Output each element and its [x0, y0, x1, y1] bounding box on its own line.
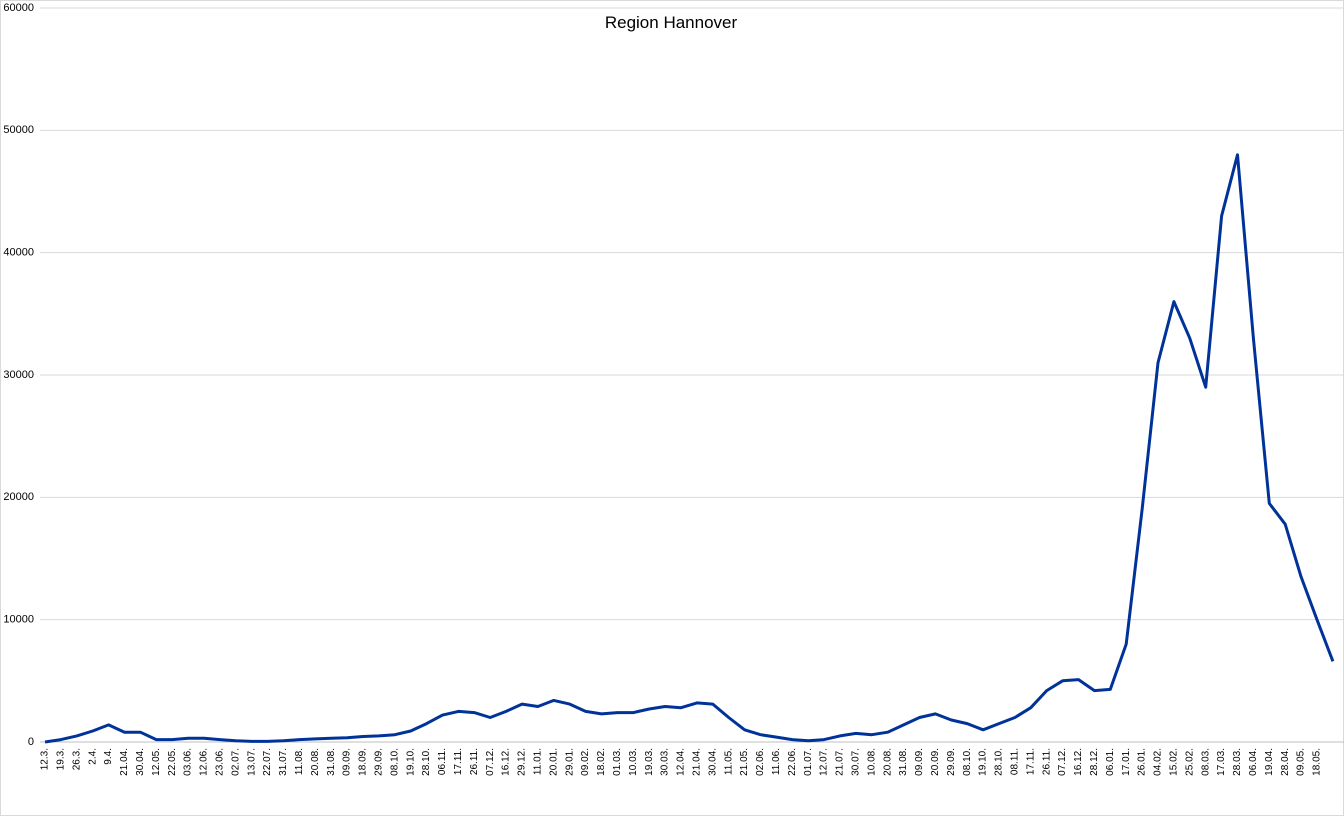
x-tick-label: 03.06. — [183, 748, 194, 776]
x-tick-label: 11.08. — [294, 748, 305, 775]
x-tick-label: 02.07. — [230, 748, 241, 776]
x-tick-label: 16.12. — [1073, 748, 1084, 776]
x-tick-label: 29.01. — [564, 748, 575, 776]
x-tick-label: 17.11. — [453, 748, 464, 775]
x-tick-label: 31.07. — [278, 748, 289, 776]
x-tick-label: 19.3. — [56, 748, 67, 770]
x-tick-label: 01.07. — [803, 748, 814, 776]
x-tick-label: 30.03. — [660, 748, 671, 776]
x-tick-label: 29.09. — [946, 748, 957, 776]
x-tick-label: 20.01. — [548, 748, 559, 776]
x-tick-label: 09.05. — [1296, 748, 1307, 776]
x-tick-label: 28.04. — [1280, 748, 1291, 776]
x-tick-label: 20.09. — [930, 748, 941, 776]
x-tick-label: 21.05. — [739, 748, 750, 776]
y-tick-label: 20000 — [3, 491, 34, 503]
x-tick-label: 11.05. — [723, 748, 734, 775]
chart-title: Region Hannover — [605, 13, 738, 32]
x-tick-label: 21.04. — [692, 748, 703, 776]
x-tick-label: 31.08. — [326, 748, 337, 776]
x-tick-label: 07.12. — [485, 748, 496, 776]
x-tick-label: 06.04. — [1248, 748, 1259, 776]
x-tick-label: 26.11. — [469, 748, 480, 775]
x-tick-label: 26.11. — [1041, 748, 1052, 775]
y-tick-label: 50000 — [3, 124, 34, 136]
x-tick-label: 25.02. — [1184, 748, 1195, 776]
x-tick-label: 11.01. — [533, 748, 544, 775]
x-tick-label: 04.02. — [1153, 748, 1164, 776]
x-tick-label: 06.11. — [437, 748, 448, 775]
x-tick-label: 19.04. — [1264, 748, 1275, 776]
x-tick-label: 19.03. — [644, 748, 655, 776]
x-tick-label: 28.12. — [1089, 748, 1100, 776]
x-tick-label: 31.08. — [898, 748, 909, 776]
x-tick-label: 18.05. — [1312, 748, 1323, 776]
x-tick-label: 19.10. — [405, 748, 416, 776]
x-tick-label: 30.04. — [135, 748, 146, 776]
x-tick-label: 9.4. — [103, 748, 114, 765]
x-tick-label: 28.10. — [994, 748, 1005, 776]
x-tick-label: 02.06. — [755, 748, 766, 776]
x-tick-label: 29.12. — [517, 748, 528, 776]
x-tick-label: 09.09. — [342, 748, 353, 776]
x-tick-label: 22.05. — [167, 748, 178, 776]
x-tick-label: 22.06. — [787, 748, 798, 776]
x-tick-label: 12.05. — [151, 748, 162, 776]
x-tick-label: 17.11. — [1025, 748, 1036, 775]
x-tick-label: 21.04. — [119, 748, 130, 776]
x-tick-label: 11.06. — [771, 748, 782, 775]
x-tick-label: 18.02. — [596, 748, 607, 776]
x-tick-label: 08.10. — [962, 748, 973, 776]
x-tick-label: 17.03. — [1216, 748, 1227, 776]
x-tick-label: 18.09. — [358, 748, 369, 776]
line — [44, 153, 1335, 744]
x-tick-label: 12.06. — [199, 748, 210, 776]
x-tick-label: 22.07. — [262, 748, 273, 776]
x-tick-label: 08.10. — [389, 748, 400, 776]
x-tick-label: 26.3. — [71, 748, 82, 770]
x-tick-label: 2.4. — [87, 748, 98, 765]
x-tick-label: 17.01. — [1121, 748, 1132, 776]
x-tick-label: 10.08. — [866, 748, 877, 776]
x-tick-label: 10.03. — [628, 748, 639, 776]
x-tick-label: 08.03. — [1200, 748, 1211, 776]
y-tick-label: 60000 — [3, 2, 34, 14]
x-tick-label: 15.02. — [1169, 748, 1180, 776]
x-tick-label: 30.07. — [851, 748, 862, 776]
y-tick-label: 30000 — [3, 369, 34, 381]
x-tick-label: 01.03. — [612, 748, 623, 776]
x-tick-label: 13.07. — [246, 748, 257, 776]
x-tick-label: 19.10. — [978, 748, 989, 776]
x-tick-label: 12.04. — [676, 748, 687, 776]
x-tick-label: 29.09. — [374, 748, 385, 776]
y-tick-label: 0 — [28, 736, 34, 748]
y-tick-label: 40000 — [3, 247, 34, 259]
x-tick-label: 20.08. — [310, 748, 321, 776]
x-tick-label: 12.07. — [819, 748, 830, 776]
x-tick-label: 08.11. — [1010, 748, 1021, 775]
x-tick-label: 26.01. — [1137, 748, 1148, 776]
x-tick-label: 28.03. — [1232, 748, 1243, 776]
x-tick-label: 21.07. — [835, 748, 846, 776]
x-tick-label: 06.01. — [1105, 748, 1116, 776]
x-tick-label: 30.04. — [707, 748, 718, 776]
x-tick-label: 09.09. — [914, 748, 925, 776]
x-tick-label: 09.02. — [580, 748, 591, 776]
y-tick-label: 10000 — [3, 614, 34, 626]
x-tick-label: 07.12. — [1057, 748, 1068, 776]
x-tick-label: 20.08. — [882, 748, 893, 776]
x-tick-label: 12.3. — [40, 748, 51, 770]
x-tick-label: 28.10. — [421, 748, 432, 776]
x-tick-label: 23.06. — [215, 748, 226, 776]
x-tick-label: 16.12. — [501, 748, 512, 776]
